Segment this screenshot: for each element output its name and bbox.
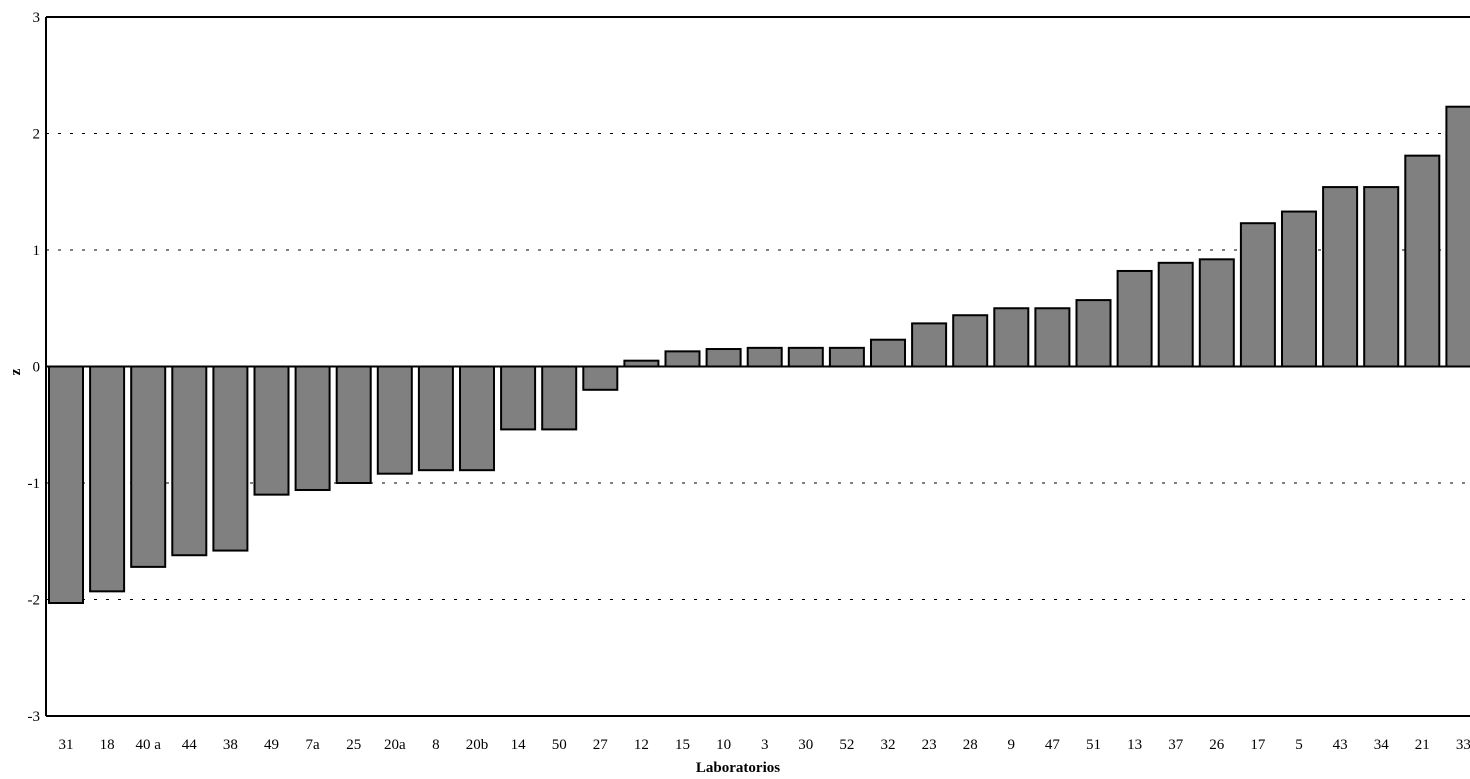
x-tick-label: 3 [761, 737, 769, 753]
x-tick-label: 52 [839, 737, 854, 753]
x-tick-label: 47 [1045, 737, 1061, 753]
bar [1239, 222, 1276, 368]
x-tick-label: 20b [466, 737, 489, 753]
bar [500, 365, 537, 431]
x-tick-label: 28 [963, 737, 978, 753]
bar [1198, 258, 1235, 368]
y-tick-label: -3 [28, 709, 41, 725]
bar [1075, 299, 1112, 368]
y-tick-label: 3 [33, 10, 41, 26]
x-tick-label: 32 [881, 737, 896, 753]
bar [459, 365, 495, 472]
x-tick-label: 12 [634, 737, 649, 753]
x-tick-label: 26 [1209, 737, 1225, 753]
x-tick-label: 31 [59, 737, 74, 753]
x-tick-label: 14 [511, 737, 527, 753]
bar [417, 365, 454, 472]
x-tick-label: 33 [1456, 737, 1470, 753]
y-tick-labels: -3 -2 -1 0 1 2 3 [28, 10, 41, 725]
x-tick-label: 13 [1127, 737, 1142, 753]
x-tick-label: 10 [716, 737, 731, 753]
bars [46, 105, 1470, 604]
bar [1322, 186, 1359, 368]
x-tick-label: 27 [593, 737, 609, 753]
x-tick-label: 40 a [135, 737, 161, 753]
y-tick-label: -2 [28, 593, 41, 609]
x-tick-label: 50 [552, 737, 567, 753]
bar [541, 365, 578, 431]
bar [664, 350, 701, 368]
x-tick-label: 9 [1008, 737, 1016, 753]
bar [376, 365, 413, 475]
x-tick-label: 44 [182, 737, 198, 753]
bar [705, 348, 742, 368]
bar [582, 365, 619, 391]
x-tick-label: 49 [264, 737, 279, 753]
x-tick-label: 38 [223, 737, 238, 753]
bar [1157, 261, 1194, 368]
x-tick-label: 18 [100, 737, 115, 753]
bar [1363, 186, 1400, 368]
bar [294, 365, 331, 491]
x-tick-label: 17 [1250, 737, 1266, 753]
x-tick-label: 7a [306, 737, 321, 753]
x-axis-title: Laboratorios [696, 760, 780, 776]
bar [335, 365, 372, 484]
bar [212, 365, 249, 552]
bar [1404, 154, 1441, 368]
bar [1445, 105, 1470, 368]
y-tick-label: -1 [28, 476, 41, 492]
x-tick-label: 37 [1168, 737, 1184, 753]
x-tick-label: 8 [432, 737, 440, 753]
x-tick-labels: 31 18 40 a 44 38 49 7a 25 20a 8 20b 14 50 27 12 15 10 3 30… [59, 737, 1470, 753]
y-tick-label: 1 [33, 243, 41, 259]
x-tick-label: 15 [675, 737, 690, 753]
bar [253, 365, 290, 496]
x-tick-label: 25 [346, 737, 361, 753]
bar [828, 346, 865, 368]
bar [787, 346, 824, 368]
bar [952, 314, 989, 368]
axes [45, 16, 1470, 717]
x-tick-label: 21 [1415, 737, 1430, 753]
bar [870, 338, 906, 368]
x-tick-label: 43 [1333, 737, 1348, 753]
bar [911, 322, 948, 368]
x-tick-label: 23 [922, 737, 937, 753]
x-tick-label: 5 [1295, 737, 1303, 753]
bar [130, 365, 167, 568]
bar [746, 346, 783, 368]
x-tick-label: 30 [798, 737, 813, 753]
y-tick-label: 0 [33, 360, 41, 376]
bar [1116, 269, 1153, 368]
bar [1281, 210, 1317, 368]
bar [89, 365, 126, 593]
bar [171, 365, 208, 557]
bar [993, 307, 1030, 368]
bar [48, 365, 84, 604]
y-tick-label: 2 [33, 127, 41, 143]
x-tick-label: 34 [1374, 737, 1390, 753]
x-tick-label: 51 [1086, 737, 1101, 753]
bar [1034, 307, 1071, 368]
y-axis-title: z [8, 368, 24, 375]
x-tick-label: 20a [384, 737, 406, 753]
